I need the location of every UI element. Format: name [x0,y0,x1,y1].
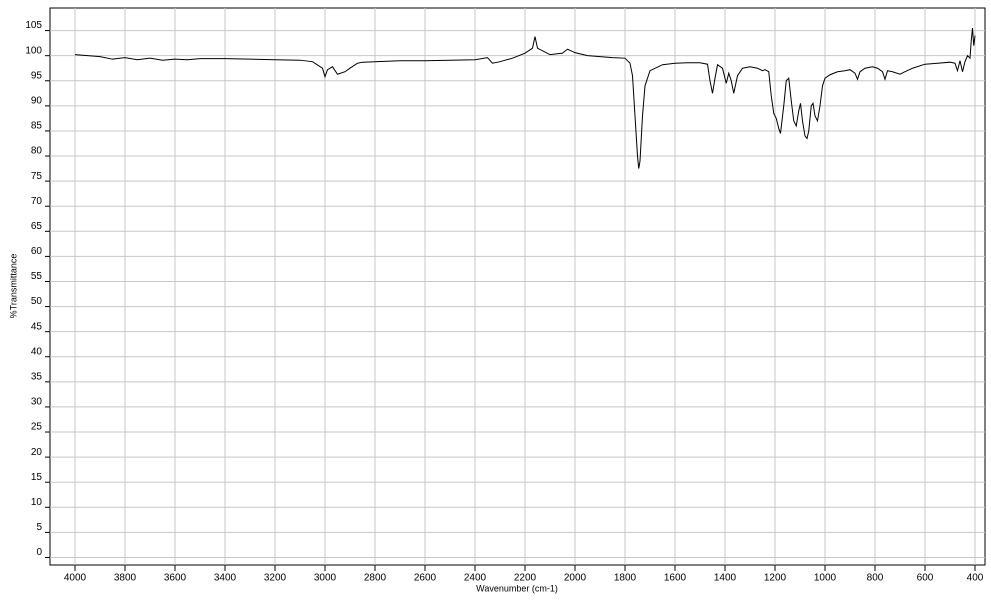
x-tick-label: 2400 [464,573,487,584]
y-tick-label: 20 [31,447,43,458]
y-axis-label: %Transmittance [8,254,18,319]
y-tick-label: 35 [31,371,43,382]
x-tick-label: 800 [867,573,884,584]
y-tick-label: 100 [25,45,42,56]
y-tick-label: 105 [25,20,42,31]
x-tick-label: 2800 [364,573,387,584]
y-tick-label: 25 [31,422,43,433]
x-tick-label: 1400 [714,573,737,584]
x-tick-label: 1000 [814,573,837,584]
y-tick-label: 90 [31,95,43,106]
plot-frame [49,7,986,566]
y-tick-label: 50 [31,296,43,307]
x-tick-label: 3200 [264,573,287,584]
y-tick-label: 10 [31,497,43,508]
x-axis-label: Wavenumber (cm-1) [476,583,558,593]
x-tick-label: 1800 [614,573,637,584]
spectrum-line [74,28,976,169]
x-tick-label: 600 [917,573,934,584]
x-tick-label: 2000 [564,573,587,584]
y-tick-label: 0 [36,547,42,558]
x-tick-label: 4000 [64,573,87,584]
y-tick-label: 30 [31,397,43,408]
y-tick-label: 95 [31,70,43,81]
y-tick-label: 85 [31,121,43,132]
y-tick-label: 65 [31,221,43,232]
x-tick-label: 400 [967,573,984,584]
y-tick-label: 80 [31,146,43,157]
x-tick-label: 3600 [164,573,187,584]
y-tick-label: 70 [31,196,43,207]
y-tick-label: 45 [31,321,43,332]
y-tick-label: 40 [31,346,43,357]
y-tick-label: 75 [31,171,43,182]
x-tick-label: 2600 [414,573,437,584]
x-tick-label: 2200 [514,573,537,584]
y-tick-label: 15 [31,472,43,483]
x-tick-label: 3000 [314,573,337,584]
x-tick-label: 1200 [764,573,787,584]
x-tick-label: 3800 [114,573,137,584]
y-tick-label: 5 [36,522,42,533]
y-tick-label: 55 [31,271,43,282]
x-tick-label: 1600 [664,573,687,584]
y-tick-label: 60 [31,246,43,257]
x-tick-label: 3400 [214,573,237,584]
